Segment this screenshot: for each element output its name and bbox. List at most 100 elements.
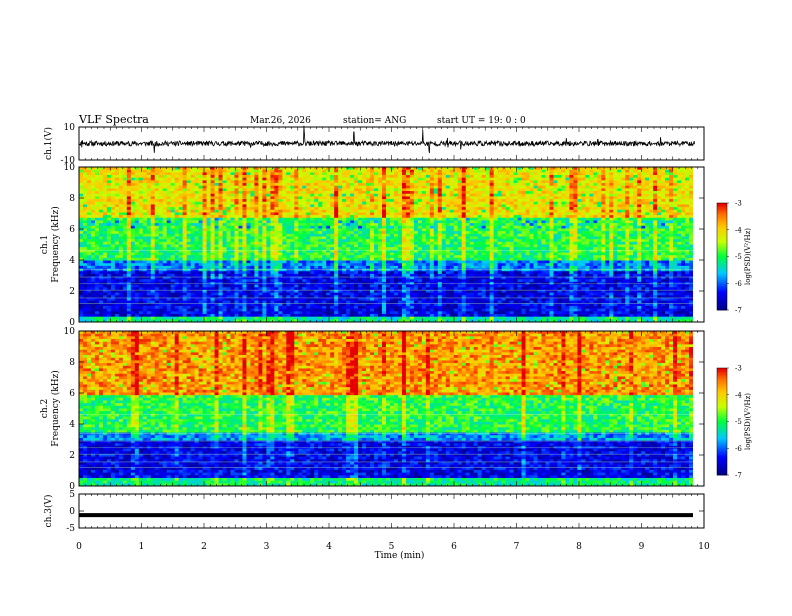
ch1-spectrogram-cell (378, 303, 382, 306)
ch1-spectrogram-cell (334, 226, 338, 229)
ch1-spectrogram-cell (362, 183, 366, 186)
ch1-spectrogram-cell (266, 175, 270, 178)
ch1-spectrogram-cell (394, 204, 398, 207)
ch1-spectrogram-cell (195, 183, 199, 186)
ch1-spectrogram-cell (111, 266, 115, 269)
ch1-spectrogram-cell (115, 239, 119, 242)
ch1-spectrogram-cell (107, 223, 111, 226)
ch1-spectrogram-cell (354, 245, 358, 248)
ch1-spectrogram-cell (227, 228, 231, 231)
ch1-spectrogram-cell (215, 314, 219, 317)
ch1-spectrogram-cell (334, 287, 338, 290)
ch1-spectrogram-cell (139, 204, 143, 207)
ch1-spectrogram-cell (366, 258, 370, 261)
ch1-spectrogram-cell (107, 306, 111, 309)
ch1-spectrogram-cell (107, 250, 111, 253)
ch1-spectrogram-cell (314, 258, 318, 261)
ch1-spectrogram-cell (386, 199, 390, 202)
ch1-spectrogram-cell (378, 309, 382, 312)
ch1-spectrogram-cell (219, 234, 223, 237)
ch1-spectrogram-cell (374, 204, 378, 207)
ch1-spectrogram-cell (310, 314, 314, 317)
ch1-spectrogram-cell (103, 266, 107, 269)
ch1-spectrogram-cell (79, 218, 83, 221)
ch1-spectrogram-cell (99, 245, 103, 248)
ch1-spectrogram-cell (219, 188, 223, 191)
ch1-spectrogram-cell (119, 199, 123, 202)
ch1-spectrogram-cell (338, 242, 342, 245)
ch1-spectrogram-cell (123, 228, 127, 231)
ch1-spectrogram-cell (246, 180, 250, 183)
ch1-spectrogram-cell (302, 207, 306, 210)
ch1-spectrogram-cell (258, 263, 262, 266)
ch1-spectrogram-cell (223, 285, 227, 288)
ch1-spectrogram-cell (406, 199, 410, 202)
ch1-spectrogram-cell (350, 204, 354, 207)
ch1-spectrogram-cell (179, 212, 183, 215)
ch1-spectrogram-cell (199, 196, 203, 199)
ch1-spectrogram-cell (286, 175, 290, 178)
ch1-spectrogram-cell (294, 287, 298, 290)
ch1-spectrogram-cell (402, 298, 406, 301)
ch1-spectrogram-cell (314, 309, 318, 312)
ch1-spectrogram-cell (139, 263, 143, 266)
ch1-spectrogram-cell (394, 274, 398, 277)
ch1-spectrogram-cell (163, 196, 167, 199)
ch1-spectrogram-cell (135, 261, 139, 264)
ch1-spectrogram-cell (195, 317, 199, 320)
ch1-spectrogram-cell (175, 175, 179, 178)
ch1-spectrogram-cell (354, 215, 358, 218)
ch1-spectrogram-cell (354, 261, 358, 264)
ch1-spectrogram-cell (330, 234, 334, 237)
ch1-spectrogram-cell (242, 178, 246, 181)
ch1-spectrogram-cell (262, 202, 266, 205)
ch1-spectrogram-cell (223, 255, 227, 258)
ch1-waveform-ytick-label: 10 (64, 123, 76, 133)
ch1-spectrogram-cell (115, 226, 119, 229)
ch1-spectrogram-cell (402, 274, 406, 277)
ch1-spectrogram-cell (286, 253, 290, 256)
ch1-spectrogram-cell (362, 314, 366, 317)
ch1-spectrogram-cell (350, 287, 354, 290)
ch1-spectrogram-cell (215, 255, 219, 258)
ch1-spectrogram-cell (278, 309, 282, 312)
ch1-spectrogram-cell (274, 250, 278, 253)
ch1-spectrogram-cell (262, 178, 266, 181)
ch1-spectrogram-cell (362, 220, 366, 223)
ch1-spectrogram-cell (270, 266, 274, 269)
ch1-spectrogram-cell (334, 223, 338, 226)
ch1-spectrogram-cell (354, 180, 358, 183)
ch1-spectrogram-cell (294, 250, 298, 253)
ch1-spectrogram-cell (262, 247, 266, 250)
ch1-spectrogram-cell (362, 261, 366, 264)
ch1-spectrogram-cell (346, 287, 350, 290)
ch1-spectrogram-cell (314, 228, 318, 231)
ch1-spectrogram-cell (310, 274, 314, 277)
ch1-spectrogram-cell (127, 247, 131, 250)
ch1-spectrogram-cell (143, 317, 147, 320)
ch1-spectrogram-cell (342, 223, 346, 226)
ch1-spectrogram-cell (262, 204, 266, 207)
ch1-spectrogram-cell (147, 306, 151, 309)
ch1-spectrogram-cell (103, 170, 107, 173)
ch1-spectrogram-cell (362, 194, 366, 197)
ch1-spectrogram-cell (87, 309, 91, 312)
ch1-spectrogram-cell (127, 311, 131, 314)
ch1-spectrogram-cell (378, 258, 382, 261)
ch1-spectrogram-cell (107, 218, 111, 221)
ch1-spectrogram-cell (211, 199, 215, 202)
ch1-spectrogram-cell (358, 255, 362, 258)
ch1-spectrogram-cell (143, 226, 147, 229)
ch1-spectrogram-cell (183, 314, 187, 317)
ch1-spectrogram-cell (318, 317, 322, 320)
ch1-spectrogram-cell (298, 223, 302, 226)
ch1-spectrogram-cell (167, 258, 171, 261)
ch1-spectrogram-cell (254, 298, 258, 301)
ch1-spectrogram-cell (346, 253, 350, 256)
ch1-spectrogram-cell (79, 212, 83, 215)
ch1-spectrogram-cell (390, 287, 394, 290)
ch1-spectrogram-cell (342, 271, 346, 274)
ch1-spectrogram-cell (211, 215, 215, 218)
ch1-spectrogram-cell (155, 266, 159, 269)
ch1-spectrogram-cell (334, 271, 338, 274)
